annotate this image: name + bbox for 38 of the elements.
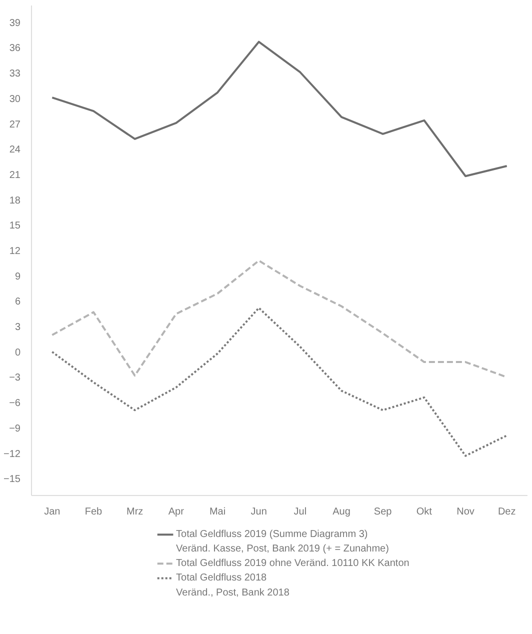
y-tick-label: 6 [14, 296, 21, 308]
y-tick-label: −12 [4, 448, 21, 460]
x-tick-label: Sep [374, 506, 392, 518]
x-tick-label: Jul [294, 506, 307, 518]
y-tick-label: 0 [14, 347, 21, 358]
x-tick-label: Okt [416, 506, 432, 518]
y-tick-label: −6 [9, 398, 21, 410]
text: Veränd. Kasse, Post, Bank 2019 (+ = Zunahme) [176, 544, 389, 555]
y-tick-label: 33 [9, 68, 21, 80]
y-tick-label: 3 [14, 322, 21, 334]
x-tick-label: Aug [332, 506, 350, 518]
y-tick-label: 18 [9, 195, 21, 206]
x-tick-label: Apr [168, 506, 185, 518]
y-tick-label: 24 [9, 144, 21, 156]
legend-label: Total Geldfluss 2019 ohne Veränd. 10110 KK Kanton [176, 558, 410, 570]
x-tick-label: Mai [209, 506, 226, 518]
x-tick-label: Mrz [126, 506, 144, 518]
x-tick-label: Nov [456, 506, 474, 518]
y-tick-label: 27 [9, 119, 21, 130]
y-tick-label: 30 [9, 94, 21, 105]
y-tick-label: 9 [14, 271, 21, 282]
x-tick-label: Feb [84, 506, 103, 518]
text: Veränd., Post, Bank 2018 [176, 587, 290, 598]
line-series [51, 306, 508, 457]
y-tick-label: −9 [9, 423, 21, 434]
line-series [51, 40, 508, 178]
y-tick-label: −3 [9, 372, 21, 384]
y-tick-label: −15 [4, 474, 21, 486]
x-tick-label: Dez [498, 506, 516, 518]
y-tick-label: 21 [9, 170, 21, 181]
x-tick-label: Jun [250, 506, 267, 518]
x-tick-label: Jan [44, 506, 60, 518]
y-tick-label: 12 [9, 246, 21, 257]
legend-label: Total Geldfluss 2019 (Summe Diagramm 3) [176, 529, 368, 540]
y-tick-label: 15 [9, 220, 21, 232]
y-tick-label: 36 [9, 43, 21, 54]
legend-label: Total Geldfluss 2018 [176, 572, 268, 584]
y-tick-label: 39 [9, 18, 21, 29]
